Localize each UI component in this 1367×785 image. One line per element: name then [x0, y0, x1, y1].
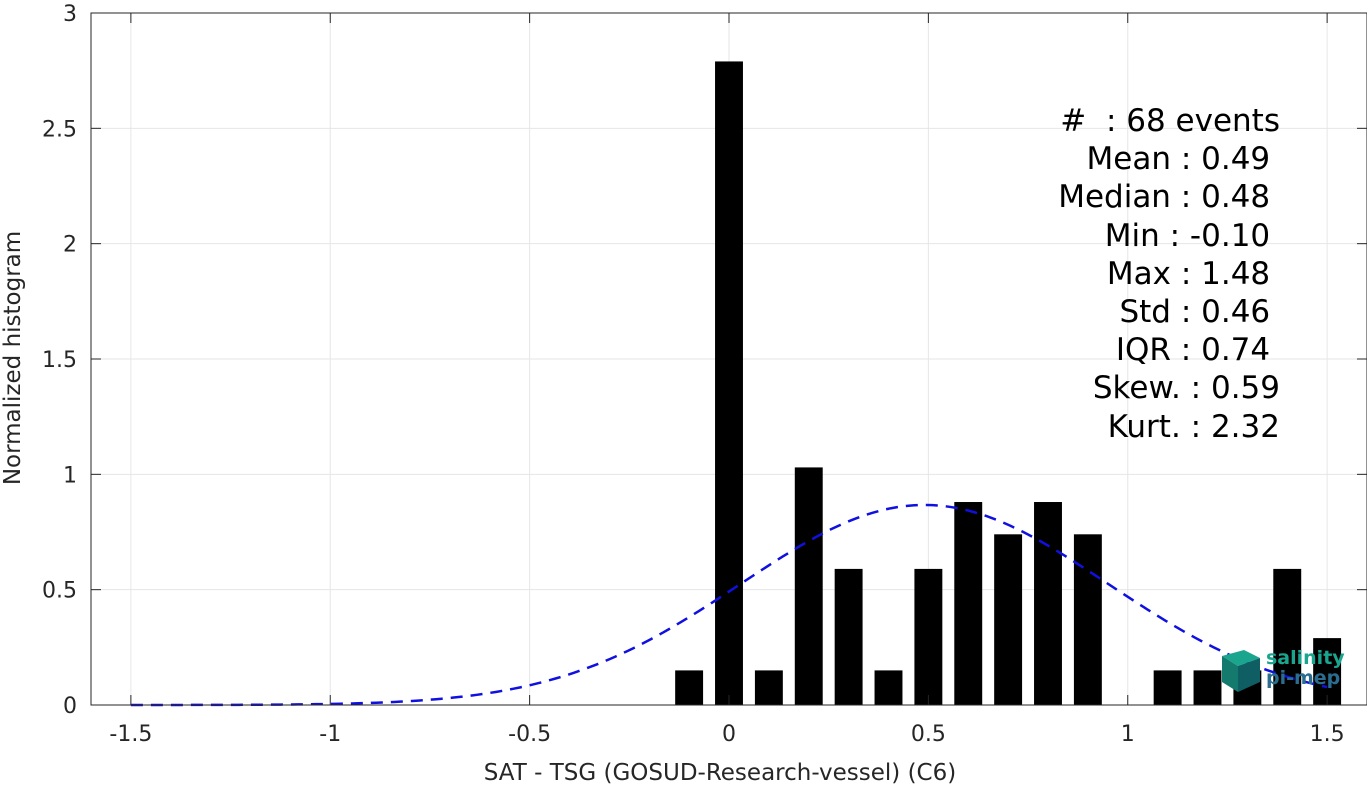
histogram-bar: [715, 61, 743, 705]
histogram-bar: [754, 670, 783, 705]
statistics-box: # : 68 events Mean : 0.49 Median : 0.48 …: [1000, 102, 1280, 446]
stat-max: Max : 1.48: [1106, 255, 1280, 292]
y-tick-label: 0: [63, 694, 77, 719]
histogram-bar: [1313, 638, 1342, 705]
y-tick-label: 2: [63, 233, 77, 258]
histogram-bar: [874, 670, 903, 705]
histogram-bar: [994, 534, 1023, 705]
stat-min: Min : -0.10: [1104, 217, 1280, 254]
salinity-pimep-logo: salinity pi-mep: [1218, 646, 1358, 696]
x-tick-label: 0: [722, 722, 736, 747]
stat-mean: Mean : 0.49: [1086, 141, 1280, 178]
logo-cube-icon: [1222, 650, 1260, 692]
y-axis-ticks: 0 0.5 1 1.5 2 2.5 3: [42, 2, 1367, 719]
x-tick-label: 1: [1121, 722, 1135, 747]
y-axis-label: Normalized histogram: [0, 231, 26, 485]
x-tick-label: -1.5: [109, 722, 152, 747]
stat-count: # : 68 events: [1060, 103, 1280, 139]
histogram-bar: [675, 670, 704, 705]
normal-fit-curve: [130, 503, 1328, 707]
stat-skew: Skew. : 0.59: [1092, 370, 1280, 407]
x-axis-label: SAT - TSG (GOSUD-Research-vessel) (C6): [484, 760, 956, 785]
histogram-bar: [1153, 670, 1182, 705]
stat-median: Median : 0.48: [1058, 179, 1280, 216]
histogram-bar: [834, 568, 863, 705]
y-tick-label: 3: [63, 2, 77, 27]
histogram-bar: [1073, 534, 1102, 705]
histogram-bar: [954, 502, 983, 705]
stat-iqr: IQR : 0.74: [1115, 332, 1280, 369]
x-tick-label: -1: [319, 722, 341, 747]
histogram-bar: [1273, 568, 1302, 705]
x-axis-ticks: -1.5 -1 -0.5 0 0.5 1 1.5: [109, 13, 1345, 747]
logo-text-line2: pi-mep: [1266, 667, 1341, 689]
histogram-bar: [914, 568, 943, 705]
x-tick-label: 0.5: [911, 722, 946, 747]
y-tick-label: 0.5: [42, 579, 77, 604]
y-tick-label: 1: [63, 463, 77, 488]
histogram-bar: [794, 467, 823, 705]
histogram-bar: [1193, 670, 1222, 705]
x-tick-label: -0.5: [508, 722, 551, 747]
x-tick-label: 1.5: [1310, 722, 1345, 747]
y-tick-label: 2.5: [42, 117, 77, 142]
logo-text-line1: salinity: [1266, 647, 1345, 669]
histogram-bars: [675, 61, 1342, 705]
stat-std: Std : 0.46: [1119, 294, 1280, 331]
y-tick-label: 1.5: [42, 348, 77, 373]
histogram-bar: [1034, 502, 1062, 705]
stat-kurt: Kurt. : 2.32: [1107, 408, 1280, 445]
